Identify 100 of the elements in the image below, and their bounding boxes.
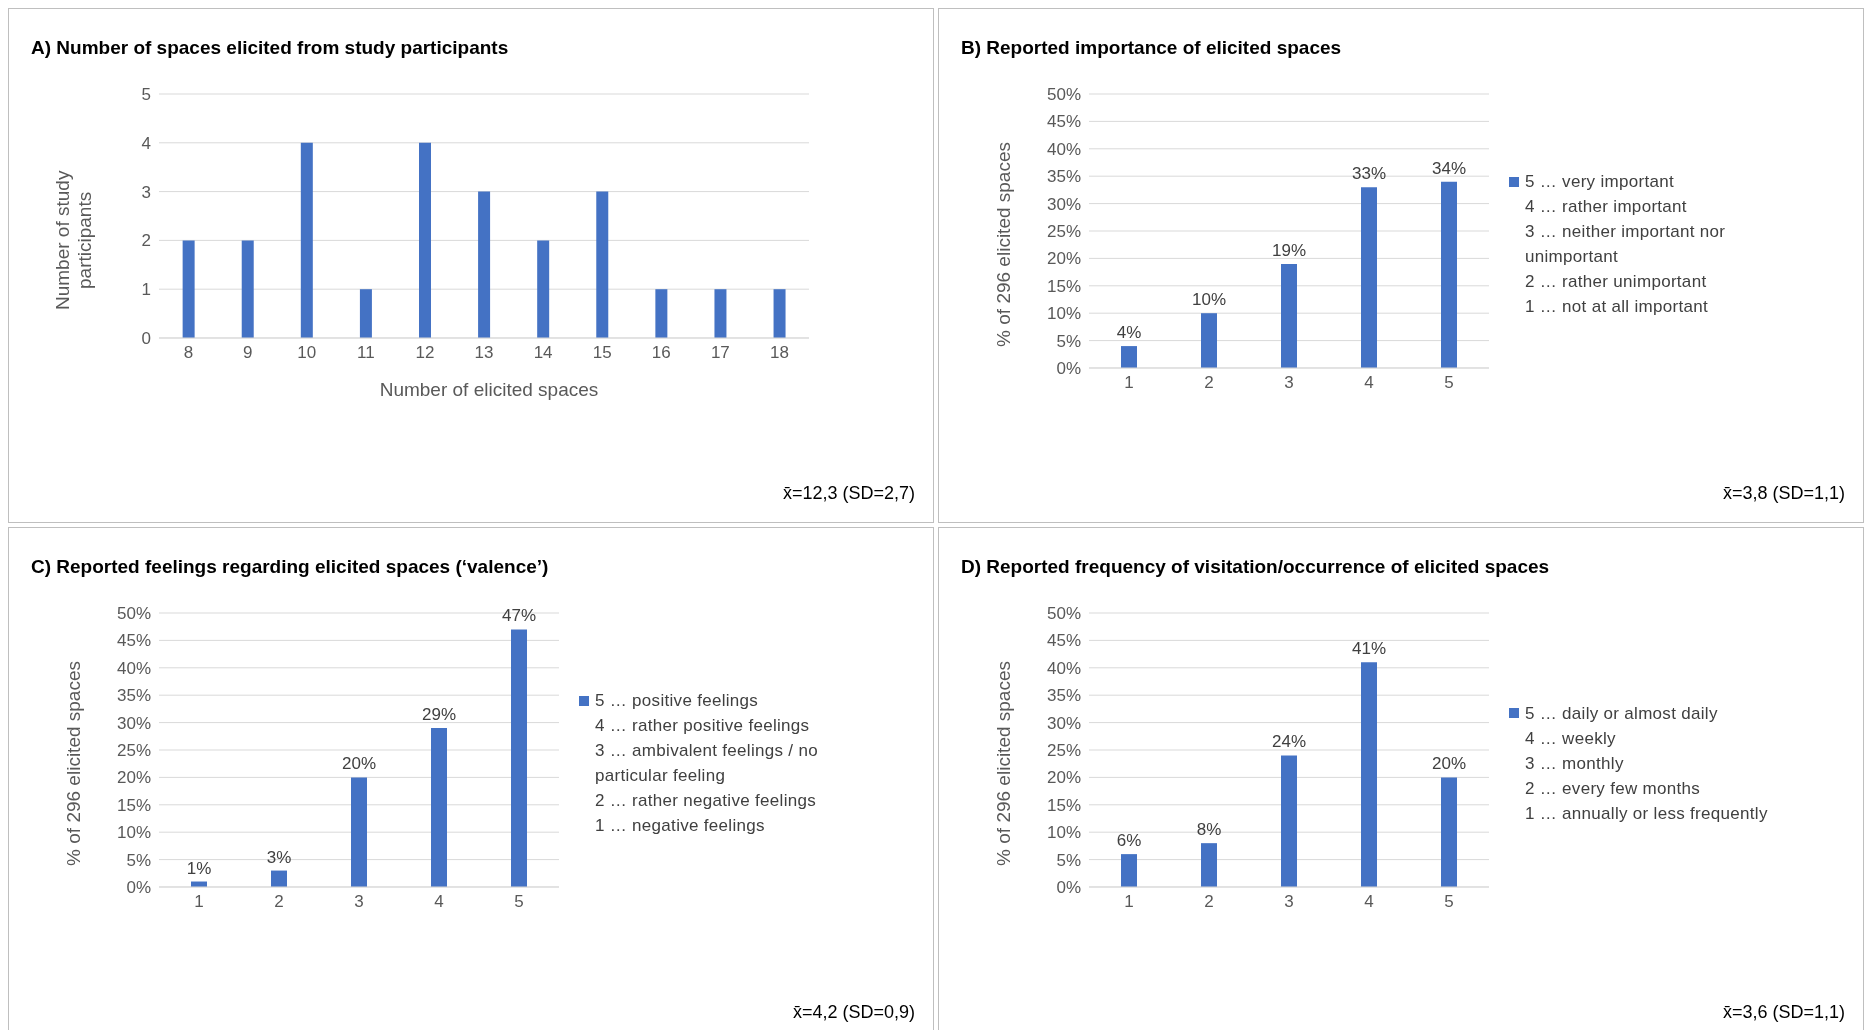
y-tick-label: 25% bbox=[1046, 741, 1081, 761]
bar bbox=[1361, 187, 1377, 368]
x-tick-label: 17 bbox=[710, 343, 730, 363]
y-tick-label: 0% bbox=[126, 878, 151, 898]
y-tick-label: 15% bbox=[1046, 276, 1081, 296]
x-tick-label: 15 bbox=[592, 343, 612, 363]
x-axis-title: Number of elicited spaces bbox=[378, 379, 600, 401]
y-tick-label: 45% bbox=[1046, 631, 1081, 651]
x-tick-label: 10 bbox=[297, 343, 317, 363]
y-tick-label: 5% bbox=[126, 850, 151, 870]
data-label: 19% bbox=[1271, 240, 1307, 260]
x-tick-label: 2 bbox=[274, 892, 284, 912]
x-tick-label: 1 bbox=[1124, 892, 1134, 912]
bar bbox=[300, 142, 313, 338]
x-tick-label: 2 bbox=[1204, 373, 1214, 393]
bar bbox=[1441, 777, 1457, 887]
data-label: 1% bbox=[186, 858, 212, 878]
data-label: 24% bbox=[1271, 732, 1307, 752]
x-tick-label: 14 bbox=[533, 343, 553, 363]
y-tick-label: 25% bbox=[1046, 222, 1081, 242]
bar bbox=[271, 870, 287, 887]
y-tick-label: 50% bbox=[1046, 604, 1081, 624]
y-tick-label: 35% bbox=[1046, 686, 1081, 706]
bar bbox=[241, 240, 254, 338]
y-tick-label: 5% bbox=[1056, 331, 1081, 351]
bar bbox=[1121, 346, 1137, 368]
bar bbox=[511, 629, 527, 887]
y-tick-label: 30% bbox=[1046, 194, 1081, 214]
x-tick-label: 5 bbox=[1444, 892, 1454, 912]
y-tick-label: 40% bbox=[116, 658, 151, 678]
bar bbox=[351, 777, 367, 887]
text: 4 … rather positive feelings bbox=[594, 715, 811, 737]
bar bbox=[431, 728, 447, 887]
y-tick-label: 1 bbox=[141, 280, 151, 300]
y-tick-label: 10% bbox=[1046, 823, 1081, 843]
y-tick-label: 10% bbox=[116, 823, 151, 843]
y-tick-label: 40% bbox=[1046, 658, 1081, 678]
text: 2 … rather negative feelings bbox=[594, 790, 818, 812]
text: 3 … neither important nor unimportant bbox=[1524, 221, 1727, 268]
legend-label: 5 … daily or almost daily bbox=[1525, 702, 1718, 725]
text: 3 … monthly bbox=[1524, 752, 1625, 775]
bar bbox=[537, 240, 550, 338]
text: 2 … every few months bbox=[1524, 777, 1702, 800]
chart-title: B) Reported importance of elicited spaces bbox=[961, 37, 1342, 59]
bar bbox=[773, 289, 786, 338]
data-label: 33% bbox=[1351, 164, 1387, 184]
chart-title: A) Number of spaces elicited from study participants bbox=[31, 37, 509, 59]
y-tick-label: 35% bbox=[1046, 167, 1081, 187]
text: 3 … ambivalent feelings / no particular feeling bbox=[594, 740, 819, 787]
bar bbox=[1281, 755, 1297, 887]
data-label: 20% bbox=[1431, 754, 1467, 774]
text: 4 … weekly bbox=[1524, 727, 1617, 750]
data-label: 29% bbox=[421, 705, 457, 725]
y-tick-label: 20% bbox=[116, 768, 151, 788]
y-tick-label: 5% bbox=[1056, 850, 1081, 870]
x-tick-label: 18 bbox=[769, 343, 789, 363]
bar bbox=[478, 191, 491, 338]
bar bbox=[1441, 181, 1457, 368]
x-tick-label: 12 bbox=[415, 343, 435, 363]
y-tick-label: 50% bbox=[1046, 85, 1081, 105]
y-tick-label: 0 bbox=[141, 329, 151, 349]
y-tick-label: 20% bbox=[1046, 768, 1081, 788]
y-axis-title: % of 296 elicited spaces bbox=[993, 660, 1015, 866]
chart-title: C) Reported feelings regarding elicited spaces (‘valence’) bbox=[31, 556, 549, 578]
data-label: 41% bbox=[1351, 639, 1387, 659]
text: 1 … not at all important bbox=[1524, 296, 1709, 318]
bar bbox=[1201, 313, 1217, 368]
y-tick-label: 15% bbox=[116, 795, 151, 815]
y-axis-title: % of 296 elicited spaces bbox=[993, 141, 1015, 347]
y-tick-label: 40% bbox=[1046, 139, 1081, 159]
bar bbox=[182, 240, 195, 338]
y-tick-label: 50% bbox=[116, 604, 151, 624]
x-tick-label: 8 bbox=[183, 343, 194, 363]
y-axis-title: Number of study participants bbox=[52, 169, 96, 312]
data-label: 20% bbox=[341, 754, 377, 774]
x-tick-label: 3 bbox=[1284, 373, 1294, 393]
x-tick-label: 1 bbox=[194, 892, 204, 912]
bar bbox=[1361, 662, 1377, 887]
text: 1 … negative feelings bbox=[594, 815, 766, 837]
x-tick-label: 5 bbox=[1444, 373, 1454, 393]
data-label: 4% bbox=[1116, 323, 1142, 343]
y-tick-label: 30% bbox=[1046, 713, 1081, 733]
y-tick-label: 30% bbox=[116, 713, 151, 733]
y-axis-title: % of 296 elicited spaces bbox=[63, 660, 85, 866]
y-tick-label: 4 bbox=[141, 133, 151, 153]
bar bbox=[1281, 263, 1297, 368]
x-tick-label: 1 bbox=[1124, 373, 1134, 393]
data-label: 3% bbox=[266, 847, 292, 867]
x-tick-label: 4 bbox=[1364, 892, 1374, 912]
y-tick-label: 20% bbox=[1046, 249, 1081, 269]
bar bbox=[1121, 854, 1137, 887]
bar bbox=[1201, 843, 1217, 887]
x-tick-label: 4 bbox=[434, 892, 444, 912]
y-tick-label: 0% bbox=[1056, 359, 1081, 379]
text: 4 … rather important bbox=[1524, 196, 1688, 218]
text: 1 … annually or less frequently bbox=[1524, 802, 1769, 825]
bar bbox=[655, 289, 668, 338]
legend-label: 5 … positive feelings bbox=[595, 690, 759, 712]
y-tick-label: 25% bbox=[116, 741, 151, 761]
data-label: 8% bbox=[1196, 820, 1222, 840]
